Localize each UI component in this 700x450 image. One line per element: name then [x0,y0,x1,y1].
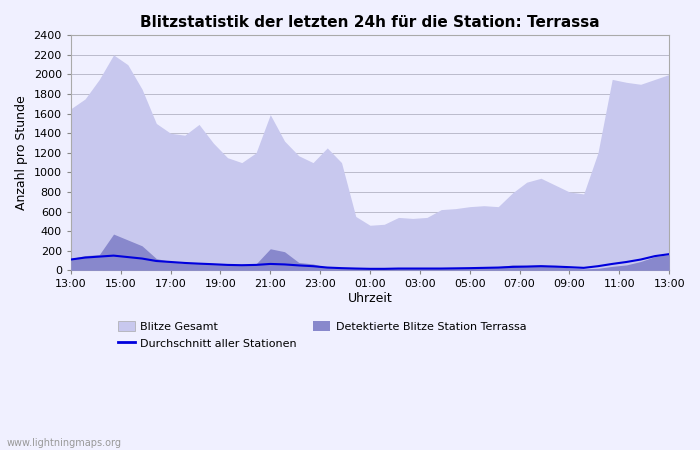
Y-axis label: Anzahl pro Stunde: Anzahl pro Stunde [15,95,28,210]
Legend: Blitze Gesamt, Durchschnitt aller Stationen, Detektierte Blitze Station Terrassa: Blitze Gesamt, Durchschnitt aller Statio… [115,318,530,352]
Text: www.lightningmaps.org: www.lightningmaps.org [7,438,122,448]
Title: Blitzstatistik der letzten 24h für die Station: Terrassa: Blitzstatistik der letzten 24h für die S… [140,15,600,30]
X-axis label: Uhrzeit: Uhrzeit [348,292,393,305]
